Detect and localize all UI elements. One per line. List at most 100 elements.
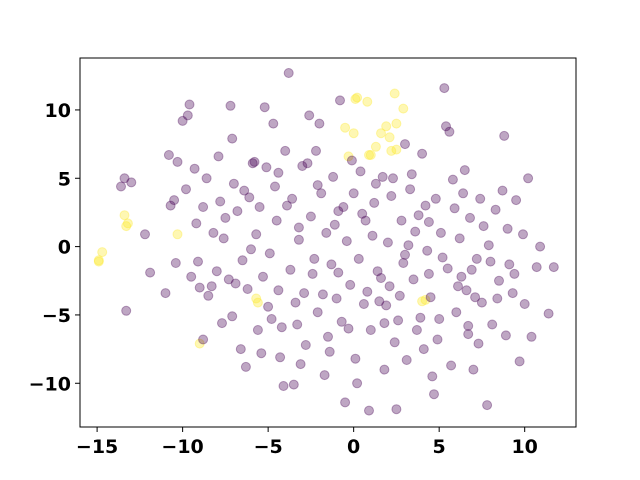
scatter-point-class_0-113 [447, 174, 458, 185]
scatter-point-class_0-93 [393, 315, 404, 326]
scatter-point-class_0-72 [336, 316, 347, 327]
scatter-point-class_0-75 [345, 279, 356, 290]
scatter-point-class_1-18 [122, 218, 133, 229]
scatter-point-class_0-69 [331, 293, 342, 304]
scatter-point-class_0-193 [427, 371, 438, 382]
scatter-point-class_0-84 [369, 197, 380, 208]
scatter-point-class_1-14 [364, 150, 374, 160]
scatter-point-class_0-7 [172, 156, 183, 167]
scatter-point-class_0-3 [140, 229, 150, 240]
scatter-point-class_0-132 [507, 288, 518, 299]
scatter-point-class_0-41 [266, 314, 277, 324]
scatter-point-class_0-115 [454, 233, 465, 244]
scatter-point-class_0-144 [249, 156, 260, 167]
scatter-point-class_0-104 [425, 292, 436, 303]
scatter-point-class_1-0 [350, 94, 361, 104]
scatter-point-class_0-81 [360, 215, 371, 226]
scatter-point-class_0-205 [165, 200, 176, 211]
scatter-point-class_0-183 [458, 188, 469, 199]
scatter-point-class_0-56 [299, 288, 310, 299]
scatter-point-class_0-24 [223, 274, 234, 285]
scatter-point-class_0-31 [240, 361, 251, 372]
scatter-point-class_0-146 [312, 180, 323, 191]
scatter-point-class_0-111 [442, 263, 453, 274]
scatter-point-class_0-152 [423, 268, 434, 279]
scatter-point-class_0-180 [376, 273, 386, 283]
scatter-point-class_0-37 [256, 348, 267, 359]
scatter-point-class_0-163 [466, 264, 477, 275]
scatter-point-class_0-64 [319, 370, 330, 381]
scatter-point-class_0-197 [263, 301, 274, 312]
y-tick-label: −5 [42, 305, 71, 327]
scatter-point-class_0-209 [338, 202, 349, 212]
scatter-point-class_0-103 [422, 245, 433, 256]
scatter-point-class_0-177 [258, 271, 268, 282]
scatter-point-class_0-204 [509, 268, 520, 279]
scatter-point-class_0-184 [485, 256, 496, 267]
scatter-point-class_0-110 [441, 121, 451, 132]
scatter-point-class_1-2 [362, 96, 373, 107]
scatter-point-class_0-67 [326, 259, 337, 270]
scatter-point-class_0-185 [201, 173, 212, 184]
scatter-point-class_0-182 [437, 252, 448, 263]
scatter-point-class_0-213 [463, 320, 474, 331]
scatter-point-class_0-118 [463, 329, 474, 340]
scatter-point-class_0-48 [280, 145, 291, 156]
scatter-point-class_0-124 [482, 400, 493, 411]
scatter-point-class_0-196 [217, 318, 227, 329]
scatter-point-class_0-91 [388, 173, 398, 184]
scatter-point-class_1-11 [370, 141, 381, 152]
scatter-point-class_0-2 [126, 177, 137, 188]
scatter-point-class_0-65 [321, 227, 332, 238]
scatter-point-class_0-73 [340, 397, 351, 408]
scatter-point-class_0-5 [160, 288, 171, 299]
scatter-point-class_0-26 [228, 178, 239, 189]
scatter-point-class_0-20 [198, 334, 209, 345]
scatter-point-class_0-116 [456, 271, 467, 282]
scatter-point-class_0-135 [518, 229, 528, 240]
scatter-point-class_0-14 [191, 218, 202, 229]
scatter-point-class_0-129 [499, 130, 510, 141]
scatter-point-class_0-88 [379, 364, 390, 375]
scatter-point-class_0-29 [232, 206, 243, 217]
scatter-point-class_0-83 [365, 325, 376, 335]
scatter-point-class_0-4 [145, 267, 156, 278]
x-tick-label: −5 [254, 436, 283, 458]
scatter-point-class_0-89 [382, 237, 393, 248]
scatter-point-class_0-44 [271, 215, 282, 226]
scatter-point-class_0-57 [300, 340, 311, 350]
scatter-point-class_0-35 [252, 325, 263, 335]
x-tick-label: 0 [347, 436, 360, 458]
scatter-point-class_1-13 [343, 151, 354, 162]
scatter-point-class_0-45 [273, 285, 284, 296]
scatter-point-class_0-214 [497, 185, 508, 196]
scatter-point-class_0-66 [323, 331, 333, 342]
scatter-point-class_0-46 [275, 352, 286, 363]
scatter-point-class_1-28 [420, 294, 431, 305]
scatter-point-class_1-25 [251, 293, 262, 304]
scatter-point-class_0-13 [189, 163, 200, 174]
scatter-point-class_0-76 [348, 188, 359, 199]
scatter-points [93, 68, 559, 416]
scatter-point-class_0-161 [415, 312, 426, 323]
scatter-point-class_1-23 [93, 256, 104, 267]
scatter-point-class_0-207 [244, 192, 255, 203]
scatter-point-class_0-175 [181, 184, 191, 195]
scatter-point-class_0-130 [500, 330, 511, 341]
scatter-point-class_0-8 [169, 195, 180, 206]
scatter-point-class_0-95 [400, 249, 410, 260]
scatter-point-class_0-145 [293, 222, 304, 233]
y-tick-label: 10 [45, 100, 71, 122]
scatter-point-class_1-3 [389, 88, 400, 99]
scatter-point-class_0-148 [357, 208, 368, 219]
scatter-point-class_0-208 [295, 359, 306, 370]
scatter-point-class_0-28 [235, 344, 246, 355]
scatter-point-class_0-173 [473, 338, 484, 349]
scatter-point-class_0-212 [423, 217, 434, 227]
scatter-point-class_0-149 [381, 300, 392, 311]
scatter-point-class_0-153 [461, 285, 472, 296]
scatter-point-class_0-38 [259, 102, 270, 113]
scatter-point-class_0-17 [198, 202, 209, 212]
scatter-point-class_0-186 [239, 185, 250, 196]
scatter-point-class_0-92 [391, 404, 402, 415]
